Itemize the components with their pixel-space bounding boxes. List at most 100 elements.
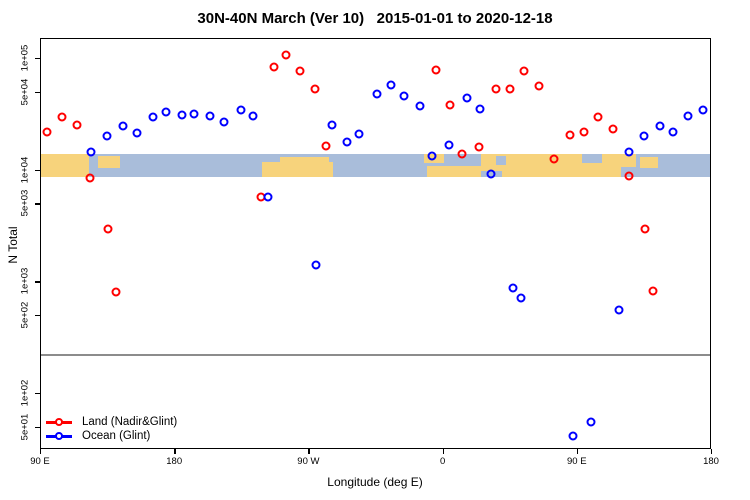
ocean-data-point (586, 417, 596, 427)
water-patch (495, 155, 507, 165)
ocean-data-point (161, 107, 171, 117)
x-tick-label: 180 (703, 456, 719, 467)
land-data-point (42, 127, 52, 137)
ocean-data-point (614, 305, 624, 315)
land-data-point (111, 287, 121, 297)
land-data-point (321, 141, 331, 151)
x-axis-tick (308, 449, 310, 454)
ocean-data-point (508, 283, 518, 293)
land-patch (279, 157, 329, 177)
land-data-point (579, 127, 589, 137)
ocean-data-point (148, 112, 158, 122)
y-tick-label: 5e+04 (19, 78, 31, 105)
ocean-data-point (327, 120, 337, 130)
legend: Land (Nadir&Glint) Ocean (Glint) (46, 415, 177, 443)
land-data-point (491, 84, 501, 94)
ocean-data-point (372, 89, 382, 99)
ocean-data-point (86, 147, 96, 157)
y-axis-tick (35, 169, 40, 172)
land-data-point (103, 224, 113, 234)
ocean-series-swatch (46, 431, 72, 441)
land-data-point (534, 81, 544, 91)
reference-line (41, 353, 710, 356)
x-tick-label: 90 E (30, 456, 50, 467)
ocean-data-point (342, 137, 352, 147)
y-tick-label: 1e+04 (19, 156, 31, 184)
ocean-data-point (118, 121, 128, 131)
land-data-point (72, 120, 82, 130)
x-axis-tick (576, 449, 579, 454)
x-axis-tick (40, 449, 42, 454)
y-axis-tick (35, 203, 40, 205)
ocean-data-point (132, 128, 142, 138)
ocean-data-point (427, 151, 437, 161)
ocean-data-point (219, 117, 229, 127)
y-tick-label: 5e+02 (19, 301, 31, 329)
ocean-data-point (189, 109, 199, 119)
ocean-data-point (399, 91, 409, 101)
ocean-data-point (683, 111, 693, 121)
land-data-point (431, 65, 441, 75)
x-axis-tick (174, 449, 176, 454)
land-circle-icon (55, 418, 63, 426)
y-axis-tick (35, 91, 40, 94)
ocean-data-point (102, 131, 112, 141)
ocean-data-point (415, 101, 425, 111)
land-data-point (269, 62, 279, 72)
land-patch (41, 154, 89, 177)
x-tick-label: 180 (166, 456, 183, 467)
ocean-data-point (624, 147, 634, 157)
land-data-point (648, 286, 658, 296)
ocean-data-point (639, 131, 649, 141)
land-patch (427, 166, 493, 177)
y-tick-label: 5e+03 (19, 189, 31, 217)
land-data-point (474, 142, 484, 152)
ocean-data-point (668, 127, 678, 137)
y-axis-tick (35, 426, 40, 429)
land-series-swatch (46, 417, 72, 427)
ocean-data-point (698, 105, 708, 115)
legend-item-ocean: Ocean (Glint) (46, 429, 177, 443)
land-data-point (57, 112, 67, 122)
land-data-point (640, 224, 650, 234)
y-axis-tick (35, 58, 40, 60)
x-tick-label: 90 E (567, 456, 587, 467)
x-axis-title: Longitude (deg E) (327, 475, 423, 489)
land-patch (97, 155, 121, 168)
y-axis-tick (35, 281, 40, 283)
ocean-data-point (263, 192, 273, 202)
ocean-data-point (475, 104, 485, 114)
ocean-data-point (462, 93, 472, 103)
land-data-point (593, 112, 603, 122)
ocean-data-point (311, 260, 321, 270)
land-data-point (310, 84, 320, 94)
ocean-data-point (386, 80, 396, 90)
legend-label-ocean: Ocean (Glint) (82, 430, 151, 442)
land-data-point (549, 154, 559, 164)
land-data-point (85, 173, 95, 183)
ocean-data-point (354, 129, 364, 139)
y-tick-label: 1e+03 (19, 268, 31, 295)
ocean-data-point (236, 105, 246, 115)
x-tick-label: 0 (439, 456, 446, 467)
land-data-point (565, 130, 575, 140)
y-tick-label: 5e+01 (19, 413, 31, 441)
land-data-point (624, 171, 634, 181)
y-tick-label: 1e+05 (19, 44, 31, 72)
ocean-circle-icon (55, 432, 63, 440)
legend-label-land: Land (Nadir&Glint) (82, 416, 178, 428)
map-strip (41, 154, 710, 177)
land-data-point (281, 50, 291, 60)
legend-item-land: Land (Nadir&Glint) (46, 415, 177, 429)
ocean-data-point (655, 121, 665, 131)
x-tick-label: 90 W (297, 456, 320, 467)
water-patch (582, 154, 602, 163)
land-data-point (445, 100, 455, 110)
plot-area: Land (Nadir&Glint) Ocean (Glint) (40, 38, 711, 449)
land-patch (621, 154, 636, 167)
ocean-data-point (205, 111, 215, 121)
land-patch (640, 157, 659, 169)
land-data-point (457, 149, 467, 159)
y-tick-label: 1e+02 (19, 379, 31, 407)
